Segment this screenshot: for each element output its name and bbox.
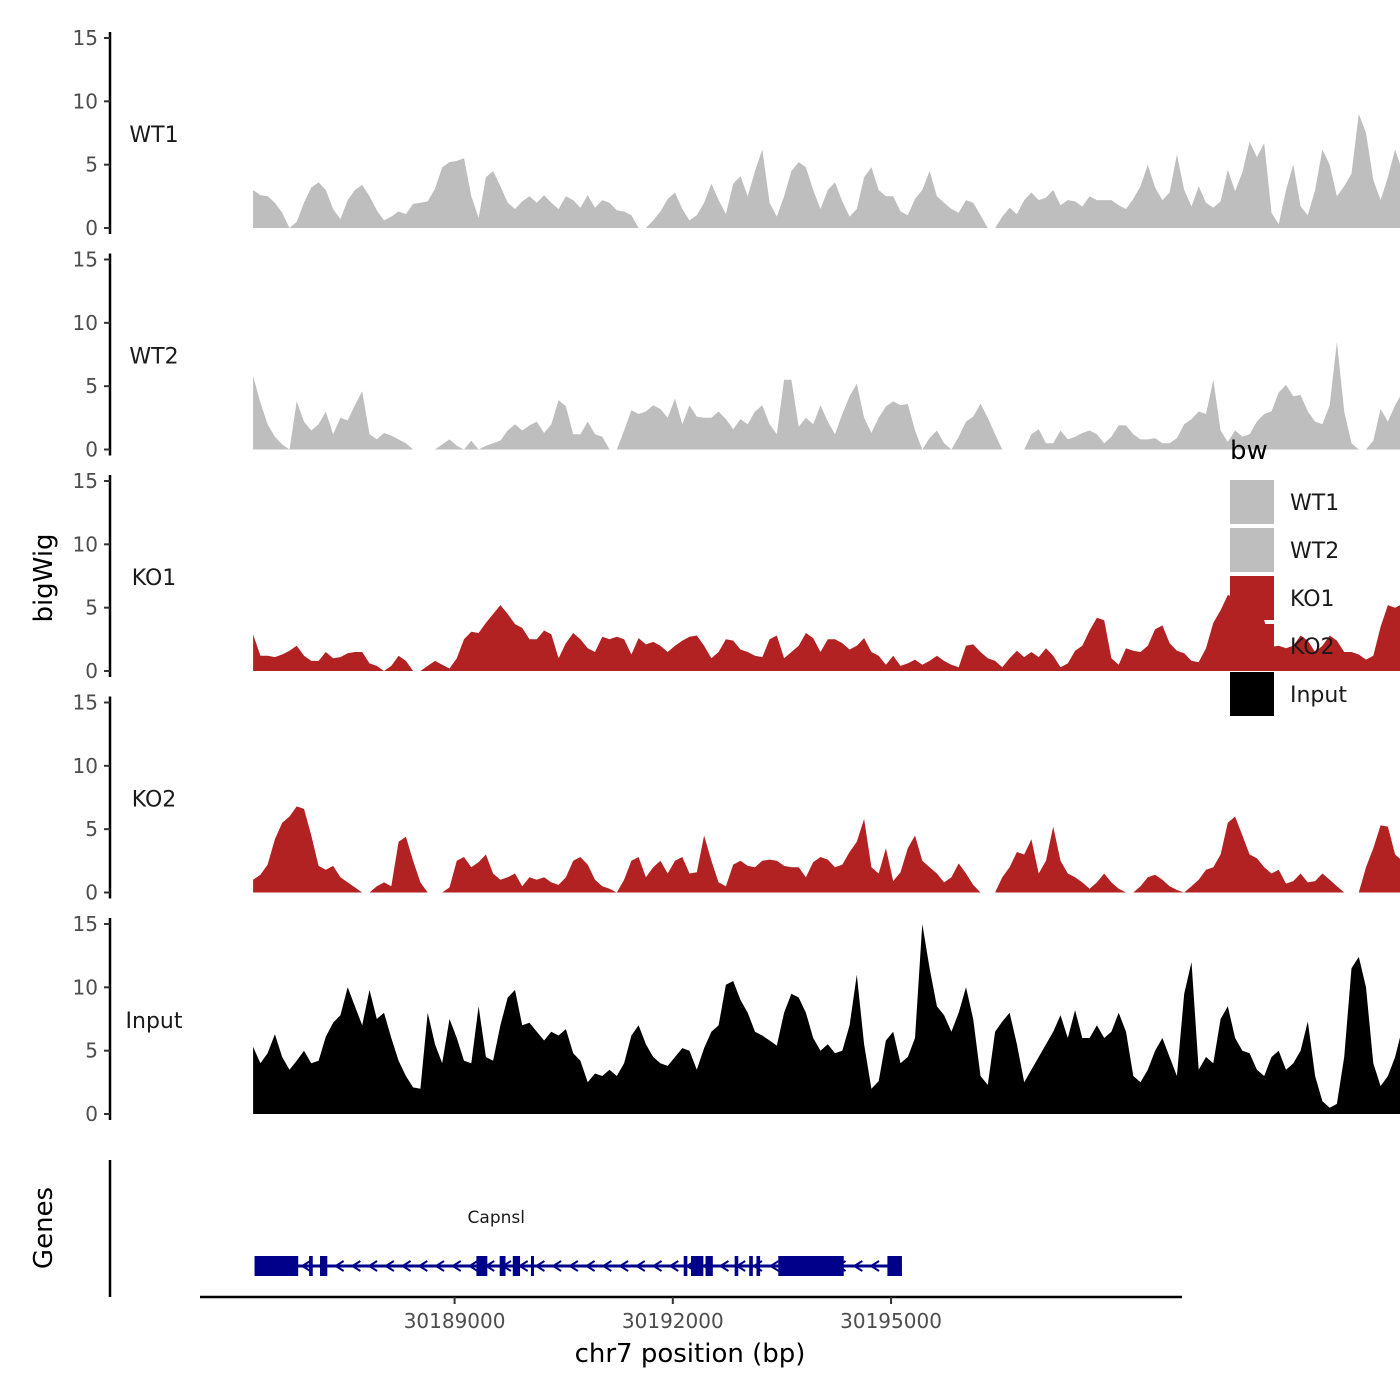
exon-block <box>691 1256 704 1276</box>
coverage-tracks: 0 5 10 15 WT1 0 5 10 15 WT2 0 5 10 15 KO1 0 5 10 15 KO2 0 5 10… <box>73 26 1400 1126</box>
coverage-area-wt2 <box>253 341 1400 450</box>
legend-swatch-input <box>1230 672 1274 716</box>
gene-model-capnsl: Capnsl <box>254 1208 902 1276</box>
exon-block <box>476 1256 488 1276</box>
strand-chevron <box>618 1260 629 1272</box>
legend-swatch-wt1 <box>1230 480 1274 524</box>
y-tick-label-0: 0 <box>85 438 98 462</box>
strand-chevron <box>350 1260 361 1272</box>
strand-chevron <box>434 1260 445 1272</box>
exon-block <box>254 1256 299 1276</box>
y-tick-label-10: 10 <box>73 975 98 999</box>
y-tick-label-10: 10 <box>73 532 98 556</box>
track-ko2: 0 5 10 15 KO2 <box>73 691 1400 905</box>
legend-label-wt2: WT2 <box>1290 539 1339 564</box>
strand-chevron <box>367 1260 378 1272</box>
exon-block <box>499 1256 506 1276</box>
exon-block <box>320 1256 328 1276</box>
gene-label: Capnsl <box>468 1208 525 1228</box>
exon-block <box>756 1256 761 1276</box>
strand-chevron <box>467 1260 479 1272</box>
track-label-input: Input <box>126 1009 183 1034</box>
strand-chevron <box>450 1260 462 1272</box>
strand-chevron <box>417 1260 428 1272</box>
y-tick-label-0: 0 <box>85 659 98 683</box>
strand-chevron <box>768 1260 780 1272</box>
strand-chevron <box>400 1260 412 1272</box>
y-tick-label-10: 10 <box>73 311 98 335</box>
exon-block <box>749 1256 753 1276</box>
track-label-wt1: WT1 <box>129 123 178 148</box>
legend-label-ko2: KO2 <box>1290 635 1335 660</box>
strand-chevron <box>869 1260 880 1272</box>
track-wt2: 0 5 10 15 WT2 <box>73 248 1400 462</box>
coverage-area-input <box>253 924 1400 1114</box>
y-axis-title: bigWig <box>29 533 59 622</box>
strand-chevron <box>668 1260 679 1272</box>
exon-block <box>530 1256 534 1276</box>
y-tick-label-0: 0 <box>85 881 98 905</box>
strand-chevron <box>584 1260 596 1272</box>
x-axis: chr7 position (bp) 30189000 30192000 30195… <box>200 1295 1182 1369</box>
exon-block <box>683 1256 688 1276</box>
coverage-area-wt1 <box>253 114 1400 228</box>
legend-label-input: Input <box>1290 683 1347 708</box>
strand-chevron <box>333 1260 345 1272</box>
legend-swatch-ko1 <box>1230 576 1274 620</box>
y-tick-label-0: 0 <box>85 1102 98 1126</box>
coverage-area-ko1 <box>253 588 1400 671</box>
coverage-area-ko2 <box>253 806 1400 893</box>
strand-chevron <box>534 1260 545 1272</box>
y-tick-label-5: 5 <box>85 1039 98 1063</box>
legend-swatch-ko2 <box>1230 624 1274 668</box>
track-input: 0 5 10 15 Input <box>73 912 1400 1126</box>
track-wt1: 0 5 10 15 WT1 <box>73 26 1400 240</box>
gene-track: Capnsl <box>108 1160 902 1297</box>
exon-block <box>309 1256 313 1276</box>
y-tick-label-10: 10 <box>73 89 98 113</box>
strand-chevron <box>852 1260 863 1272</box>
legend-title: bw <box>1230 436 1268 466</box>
strand-chevron <box>551 1260 562 1272</box>
legend-label-ko1: KO1 <box>1290 587 1335 612</box>
strand-chevron <box>718 1260 729 1272</box>
x-tick-label-30192000: 30192000 <box>622 1309 724 1333</box>
exon-block <box>512 1256 521 1276</box>
y-tick-label-5: 5 <box>85 153 98 177</box>
exon-block <box>734 1256 739 1276</box>
y-tick-label-10: 10 <box>73 754 98 778</box>
x-axis-title: chr7 position (bp) <box>575 1339 806 1369</box>
legend-label-wt1: WT1 <box>1290 491 1339 516</box>
exon-block <box>705 1256 713 1276</box>
strand-chevron <box>300 1260 311 1272</box>
y-tick-label-15: 15 <box>73 691 98 715</box>
x-tick-label-30189000: 30189000 <box>404 1309 506 1333</box>
y-tick-label-5: 5 <box>85 596 98 620</box>
legend: bw WT1 WT2 KO1 KO2 Input <box>1230 436 1347 716</box>
track-label-ko2: KO2 <box>132 788 177 813</box>
track-label-wt2: WT2 <box>129 345 178 370</box>
x-tick-label-30195000: 30195000 <box>840 1309 942 1333</box>
y-tick-label-5: 5 <box>85 817 98 841</box>
gene-track-title: Genes <box>29 1187 59 1269</box>
y-tick-label-15: 15 <box>73 912 98 936</box>
y-tick-label-15: 15 <box>73 469 98 493</box>
strand-chevron <box>634 1260 646 1272</box>
y-tick-label-5: 5 <box>85 374 98 398</box>
strand-chevron <box>383 1260 395 1272</box>
y-tick-label-0: 0 <box>85 216 98 240</box>
exon-block <box>778 1256 844 1276</box>
track-ko1: 0 5 10 15 KO1 <box>73 469 1400 683</box>
strand-chevron <box>651 1260 663 1272</box>
strand-chevron <box>601 1260 612 1272</box>
y-tick-label-15: 15 <box>73 26 98 50</box>
exon-block <box>887 1256 902 1276</box>
track-label-ko1: KO1 <box>132 566 177 591</box>
y-tick-label-15: 15 <box>73 248 98 272</box>
y-axis-title-group: bigWig Genes <box>29 533 59 1269</box>
legend-swatch-wt2 <box>1230 528 1274 572</box>
strand-chevron <box>568 1260 579 1272</box>
